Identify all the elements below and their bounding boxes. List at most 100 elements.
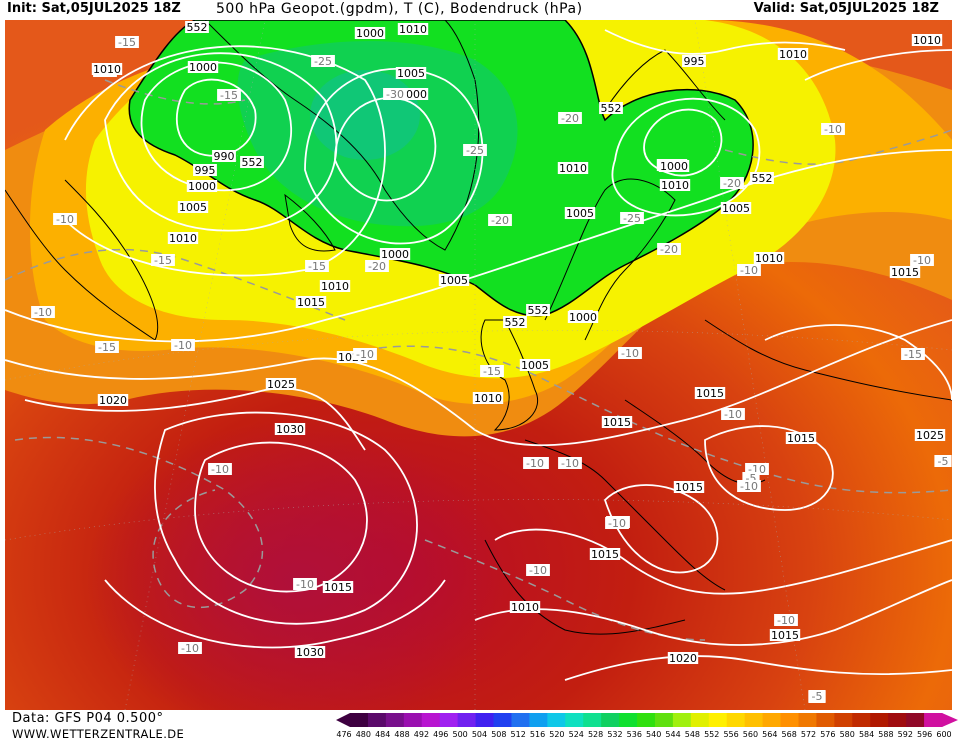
svg-text:1015: 1015: [696, 387, 724, 400]
temperature-label: -10: [526, 564, 550, 577]
temperature-label: -10: [821, 123, 845, 136]
colorbar-tick-label: 572: [800, 730, 817, 739]
temperature-label: -5: [808, 690, 826, 703]
isobar-label: 1005: [564, 207, 596, 220]
isobars: [5, 29, 952, 681]
colorbar-swatch: [619, 713, 638, 727]
svg-text:-15: -15: [154, 254, 172, 267]
svg-text:1010: 1010: [399, 23, 427, 36]
temperature-label: -10: [523, 457, 547, 470]
colorbar-tick-label: 492: [413, 730, 430, 739]
isobar-label: 1005: [177, 201, 209, 214]
temperature-label: -5: [934, 455, 952, 468]
colorbar-swatch: [583, 713, 602, 727]
colorbar-swatch: [744, 713, 764, 727]
colorbar-swatch: [367, 713, 387, 727]
svg-text:552: 552: [187, 21, 208, 34]
colorbar-tick-label: 528: [587, 730, 604, 739]
temperature-label: -10: [178, 642, 202, 655]
colorbar-tick-label: 556: [723, 730, 739, 739]
temperature-label: -20: [488, 214, 512, 227]
isobar-label: 1010: [472, 392, 504, 405]
isobar-label: 1015: [295, 296, 327, 309]
svg-text:-10: -10: [740, 480, 758, 493]
temperature-label: -15: [95, 341, 119, 354]
isobar-label: 1010: [509, 601, 541, 614]
isobar-label: 1005: [438, 274, 470, 287]
colorbar-min-arrow: [336, 713, 350, 727]
svg-text:1010: 1010: [321, 280, 349, 293]
colorbar-swatch: [852, 713, 871, 727]
svg-text:1015: 1015: [297, 296, 325, 309]
svg-text:1005: 1005: [566, 207, 594, 220]
svg-text:1025: 1025: [267, 378, 295, 391]
colorbar-tick-label: 500: [452, 730, 468, 739]
geopotential-label: 552: [599, 102, 623, 115]
colorbar-swatch: [421, 713, 441, 727]
isobar-label: 1010: [319, 280, 351, 293]
isobar-label: 1010: [659, 179, 691, 192]
colorbar-swatch: [493, 713, 512, 727]
svg-text:1000: 1000: [356, 27, 384, 40]
colorbar-tick-label: 480: [355, 730, 371, 739]
website-label: WWW.WETTERZENTRALE.DE: [12, 727, 185, 741]
colorbar-tick-label: 520: [549, 730, 565, 739]
temperature-label: -25: [620, 212, 644, 225]
temperature-label: -15: [305, 260, 329, 273]
temperature-label: -15: [115, 36, 139, 49]
colorbar-swatch: [601, 713, 620, 727]
temperature-label: -10: [171, 339, 195, 352]
isobar-label: 1030: [274, 423, 306, 436]
colorbar: [336, 713, 958, 727]
map-labels: 1000101010009959909951000100510101000101…: [31, 21, 952, 704]
svg-text:-10: -10: [740, 264, 758, 277]
isobar-label: 1015: [673, 481, 705, 494]
colorbar-swatch: [690, 713, 710, 727]
temperature-label: -15: [217, 89, 241, 102]
colorbar-swatch: [637, 713, 656, 727]
svg-text:1000: 1000: [381, 248, 409, 261]
colorbar-tick-label: 576: [820, 730, 836, 739]
temperature-label: -20: [720, 177, 744, 190]
svg-text:-15: -15: [308, 260, 326, 273]
colorbar-swatch: [439, 713, 459, 727]
colorbar-swatch: [834, 713, 853, 727]
svg-text:-10: -10: [526, 457, 544, 470]
map-title: 500 hPa Geopot.(gpdm), T (C), Bodendruck…: [216, 1, 583, 17]
geopotential-label: 552: [503, 316, 527, 329]
svg-text:1015: 1015: [891, 266, 919, 279]
svg-text:552: 552: [528, 304, 549, 317]
temperature-label: -10: [208, 463, 232, 476]
svg-text:-20: -20: [561, 112, 579, 125]
colorbar-tick-label: 524: [568, 730, 584, 739]
svg-text:1010: 1010: [913, 34, 941, 47]
svg-text:-10: -10: [181, 642, 199, 655]
svg-text:1010: 1010: [474, 392, 502, 405]
svg-text:1020: 1020: [669, 652, 697, 665]
colorbar-tick-label: 568: [781, 730, 797, 739]
svg-text:-10: -10: [608, 517, 626, 530]
graticule: [5, 20, 952, 710]
geopotential-label: 552: [526, 304, 550, 317]
temperature-label: -10: [774, 614, 798, 627]
isobar-label: 1000: [187, 61, 219, 74]
colorbar-swatch: [924, 713, 943, 727]
svg-text:-20: -20: [491, 214, 509, 227]
geopotential-label: 552: [240, 156, 264, 169]
colorbar-swatch: [870, 713, 889, 727]
svg-text:1015: 1015: [787, 432, 815, 445]
isobar-label: 1010: [91, 63, 123, 76]
colorbar-tick-label: 600: [936, 730, 952, 739]
isobar-label: 995: [682, 55, 706, 68]
colorbar-swatch: [654, 713, 674, 727]
svg-text:-10: -10: [211, 463, 229, 476]
colorbar-swatch: [565, 713, 584, 727]
svg-text:-15: -15: [483, 365, 501, 378]
temperature-label: -25: [463, 144, 487, 157]
colorbar-tick-label: 596: [917, 730, 933, 739]
svg-text:-15: -15: [98, 341, 116, 354]
colorbar-tick-label: 592: [897, 730, 913, 739]
svg-text:1030: 1030: [276, 423, 304, 436]
ridge-core: [85, 420, 505, 710]
temperature-label: -20: [365, 260, 389, 273]
